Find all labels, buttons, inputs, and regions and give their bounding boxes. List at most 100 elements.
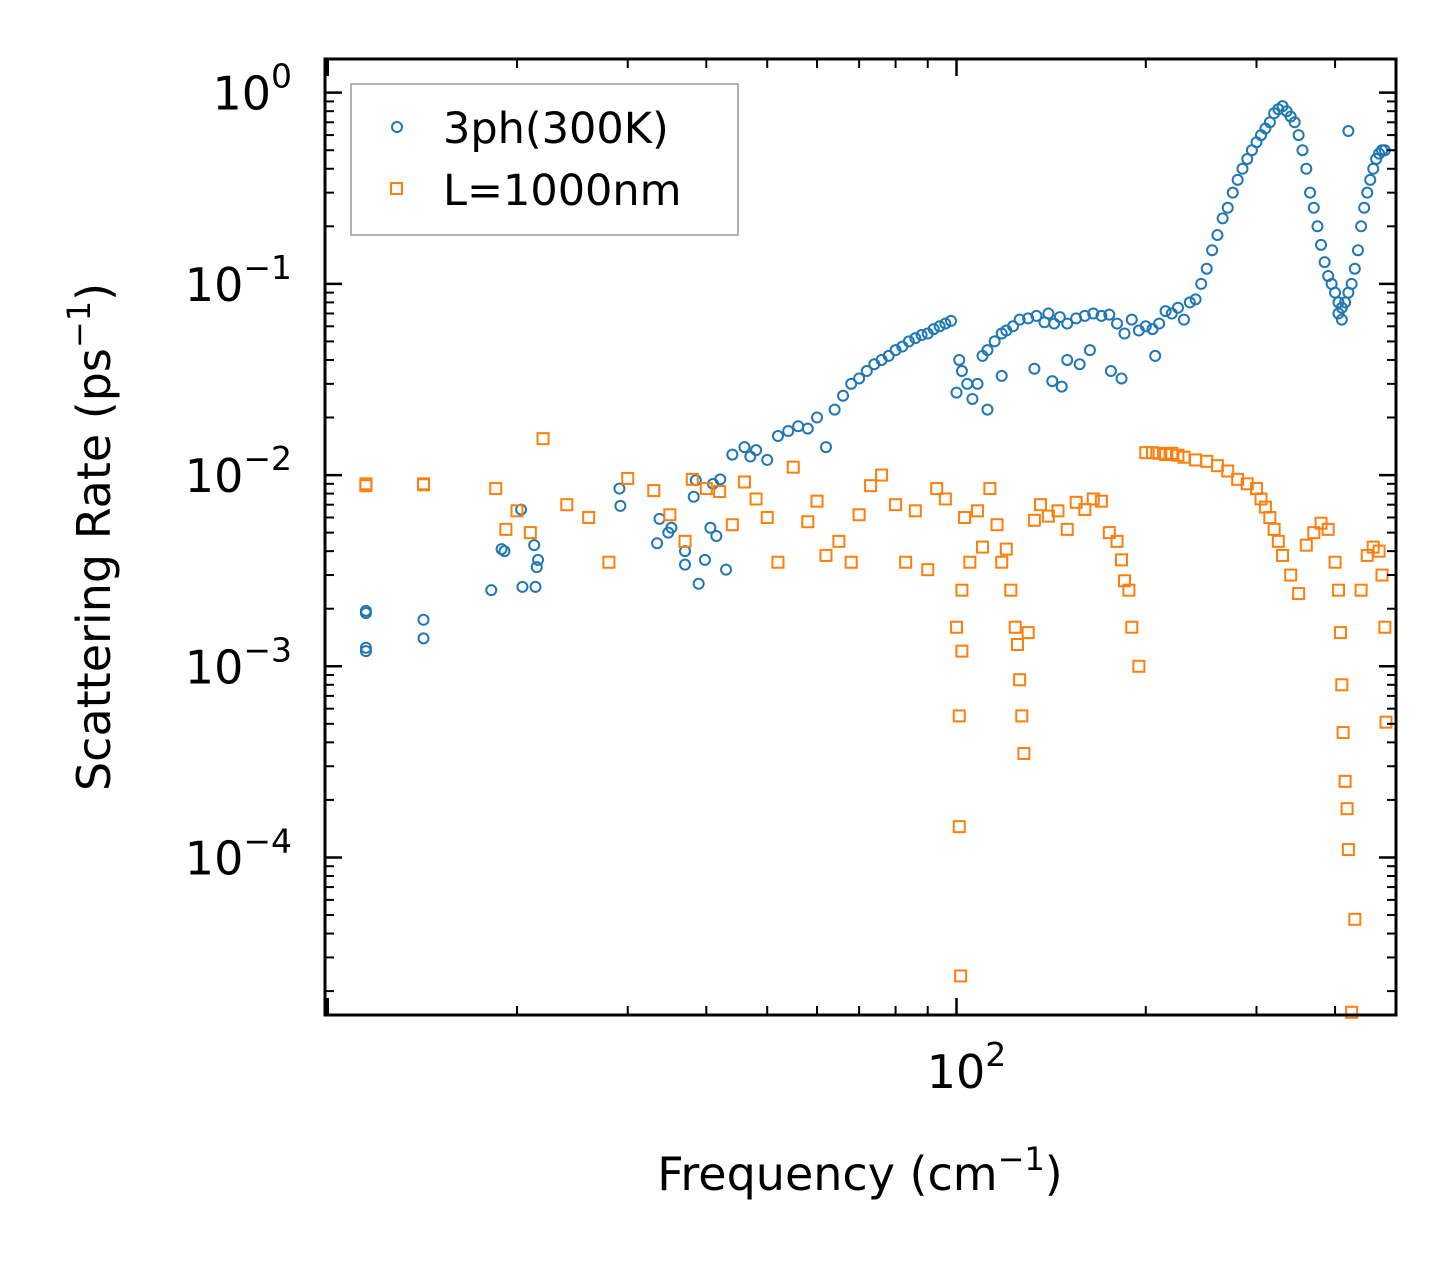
data-point — [1146, 446, 1160, 460]
data-point — [1200, 262, 1213, 275]
data-point — [889, 344, 902, 357]
data-point — [485, 584, 498, 597]
data-point — [749, 492, 763, 506]
data-point — [930, 482, 944, 496]
data-point — [938, 492, 952, 506]
data-point — [1211, 229, 1224, 242]
x-axis-label-exp: −1 — [998, 1140, 1045, 1178]
data-point — [853, 372, 866, 385]
data-point — [1117, 574, 1131, 588]
data-point — [1042, 307, 1055, 320]
data-point — [1087, 307, 1100, 320]
data-point — [995, 555, 1009, 569]
data-point — [988, 335, 1001, 348]
data-point — [1060, 522, 1074, 536]
data-point — [981, 403, 994, 416]
data-point — [1171, 301, 1184, 314]
data-point — [966, 392, 979, 405]
data-point — [1318, 256, 1331, 269]
data-point — [1177, 313, 1190, 326]
data-point — [613, 482, 626, 495]
data-point — [1336, 726, 1350, 740]
data-point — [1299, 538, 1313, 552]
data-point — [1276, 548, 1290, 562]
data-point — [1149, 349, 1162, 362]
data-point — [523, 526, 537, 540]
data-point — [1033, 498, 1047, 512]
data-point — [1221, 201, 1234, 214]
data-point — [1341, 843, 1355, 857]
data-point — [1078, 503, 1092, 517]
data-point — [915, 329, 928, 342]
data-point — [1010, 637, 1024, 651]
data-point — [1340, 802, 1354, 816]
data-point — [1331, 583, 1345, 597]
data-point — [1055, 380, 1068, 393]
data-point — [963, 555, 977, 569]
data-point — [771, 430, 784, 443]
data-point — [679, 558, 692, 571]
data-point — [1073, 358, 1086, 371]
data-point — [909, 332, 922, 345]
data-point — [971, 377, 984, 390]
data-point — [1183, 296, 1196, 309]
y-axis-label: Scattering Rate (ps−1) — [60, 283, 121, 791]
y-axis-label-exp: −1 — [60, 301, 98, 348]
data-point — [837, 389, 850, 402]
data-point — [1153, 317, 1166, 330]
data-point — [1139, 446, 1153, 460]
data-point — [1345, 1005, 1359, 1019]
data-point — [499, 522, 513, 536]
data-point — [665, 521, 678, 534]
data-point — [801, 515, 815, 529]
data-point — [725, 518, 739, 532]
data-point — [1271, 534, 1285, 548]
data-point — [489, 482, 503, 496]
data-point — [1361, 186, 1374, 199]
data-point — [359, 641, 372, 654]
data-point — [1013, 673, 1027, 687]
data-point — [953, 353, 966, 366]
data-point — [560, 498, 574, 512]
data-point — [1226, 186, 1239, 199]
data-point — [1348, 262, 1361, 275]
data-point — [1335, 678, 1349, 692]
data-point — [1030, 309, 1043, 322]
data-point — [1292, 587, 1306, 601]
data-point — [359, 606, 372, 619]
data-point — [417, 613, 430, 626]
data-point — [529, 580, 542, 593]
data-point — [1013, 313, 1026, 326]
data-point — [528, 539, 541, 552]
data-point — [1342, 125, 1355, 138]
data-point — [944, 314, 957, 327]
data-point — [1333, 626, 1347, 640]
series-layer — [359, 100, 1393, 1019]
data-point — [952, 820, 966, 834]
data-point — [1307, 526, 1321, 540]
data-point — [1118, 327, 1131, 340]
data-point — [899, 555, 913, 569]
data-point — [810, 494, 824, 508]
data-point — [1053, 311, 1066, 324]
data-point — [530, 561, 543, 574]
data-point — [726, 448, 739, 461]
data-point — [698, 553, 711, 566]
data-point — [990, 518, 1004, 532]
data-point — [864, 479, 878, 493]
data-point — [416, 478, 430, 492]
data-point — [845, 377, 858, 390]
data-point — [995, 369, 1008, 382]
data-point — [1348, 912, 1362, 926]
data-point — [1086, 492, 1100, 506]
data-point — [1355, 220, 1368, 233]
x-axis-label: Frequency (cm−1) — [657, 1140, 1062, 1201]
data-point — [952, 709, 966, 723]
data-point — [950, 620, 964, 634]
data-point — [614, 499, 627, 512]
y-axis-label-close: ) — [67, 283, 121, 301]
data-point — [955, 644, 969, 658]
data-point — [1292, 129, 1305, 142]
data-point — [1111, 317, 1124, 330]
data-point — [1307, 201, 1320, 214]
